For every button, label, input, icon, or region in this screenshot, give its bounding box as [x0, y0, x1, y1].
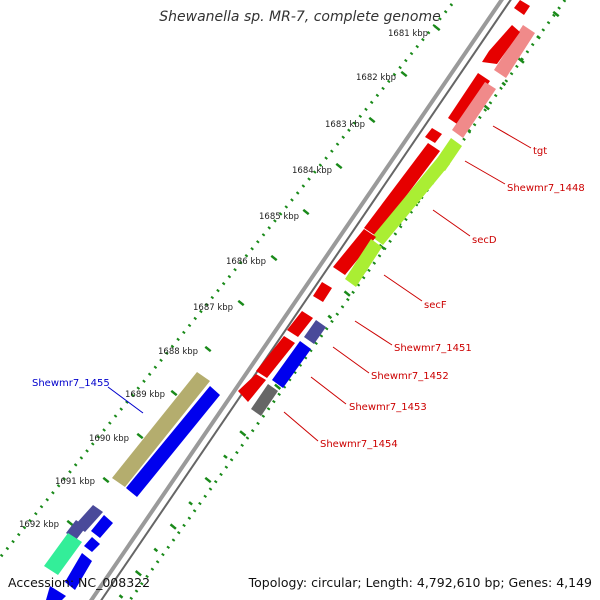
kbp-label: 1687 kbp — [193, 303, 233, 313]
kbp-tick — [368, 116, 376, 124]
gene-block — [65, 553, 92, 590]
gene-arrow — [482, 25, 520, 64]
kbp-label: 1691 kbp — [55, 477, 95, 487]
kbp-tick — [433, 24, 441, 32]
callout-line-1454 — [283, 411, 319, 442]
kbp-label: 1692 kbp — [19, 520, 59, 530]
kbp-tick — [536, 35, 541, 40]
kbp-label: 1688 kbp — [158, 347, 198, 357]
gene-block — [372, 156, 450, 245]
gene-arrow — [256, 336, 295, 378]
gene-arrow — [238, 374, 266, 402]
gene-arrow — [364, 143, 440, 236]
gene-label-shewmr7-1448: Shewmr7_1448 — [507, 183, 585, 194]
callout-lines — [107, 125, 532, 442]
kbp-tick — [517, 57, 525, 64]
callout-line-1451 — [354, 320, 393, 346]
gene-label-shewmr7-1454: Shewmr7_1454 — [320, 439, 398, 450]
gene-block — [452, 82, 496, 138]
callout-line-tgt — [492, 125, 532, 149]
gene-block — [46, 586, 66, 600]
gene-label-shewmr7-1451: Shewmr7_1451 — [394, 343, 472, 354]
kbp-tick — [270, 254, 278, 262]
gene-arrow — [313, 282, 332, 302]
gene-arrow — [84, 537, 100, 552]
gene-features — [44, 0, 535, 600]
gene-label-secd: secD — [472, 235, 497, 246]
gene-arrow — [425, 128, 442, 143]
gene-label-shewmr7-1455: Shewmr7_1455 — [32, 378, 110, 389]
backbone-inner — [100, 0, 512, 600]
kbp-tick — [153, 547, 159, 553]
gene-block — [494, 25, 535, 78]
gene-arrow — [287, 311, 313, 337]
gene-arrow — [91, 515, 113, 538]
kbp-tick — [136, 432, 144, 440]
ruler-inner-dots — [128, 0, 567, 600]
kbp-tick — [501, 81, 507, 87]
kbp-tick — [327, 314, 333, 320]
kbp-label: 1690 kbp — [89, 434, 129, 444]
kbp-tick — [400, 70, 408, 78]
gene-label-tgt: tgt — [533, 146, 547, 157]
gene-labels: tgt Shewmr7_1448 secD secF Shewmr7_1451 … — [32, 146, 585, 450]
kbp-tick — [239, 430, 247, 437]
gene-block — [44, 533, 82, 575]
kbp-label: 1686 kbp — [226, 257, 266, 267]
kbp-labels: 1681 kbp 1682 kbp 1683 kbp 1684 kbp 1685… — [19, 29, 428, 530]
kbp-tick — [188, 501, 193, 506]
gene-block — [345, 239, 382, 287]
kbp-tick — [118, 594, 124, 599]
gene-block — [251, 384, 278, 416]
map-title: Shewanella sp. MR-7, complete genome — [159, 9, 441, 25]
kbp-label: 1684 kbp — [292, 166, 332, 176]
kbp-tick — [204, 345, 212, 353]
callout-line-1453 — [310, 376, 347, 405]
kbp-tick — [343, 290, 351, 297]
gene-arrow — [126, 386, 220, 497]
gene-arrow — [448, 73, 490, 126]
kbp-tick — [302, 208, 310, 216]
callout-line-secf — [383, 274, 423, 302]
gene-arrow — [514, 0, 530, 15]
gene-block — [304, 320, 326, 344]
kbp-tick — [274, 383, 282, 390]
topology-text: Topology: circular; Length: 4,792,610 bp… — [248, 575, 592, 590]
callout-line-1448 — [464, 160, 506, 185]
kbp-label: 1683 kbp — [325, 120, 365, 130]
kbp-tick — [169, 523, 177, 530]
callout-line-1455 — [107, 386, 144, 414]
gene-label-shewmr7-1452: Shewmr7_1452 — [371, 371, 449, 382]
gene-arrow — [333, 229, 376, 275]
kbp-label: 1689 kbp — [125, 390, 165, 400]
gene-block — [112, 372, 210, 487]
callout-line-1452 — [332, 346, 370, 374]
kbp-tick — [223, 454, 228, 459]
kbp-label: 1685 kbp — [259, 212, 299, 222]
kbp-tick — [335, 162, 343, 170]
backbone-outer — [88, 0, 505, 600]
kbp-label: 1681 kbp — [388, 29, 428, 39]
kbp-tick — [204, 476, 212, 484]
kbp-tick — [552, 10, 560, 18]
kbp-tick — [66, 519, 74, 527]
gene-label-shewmr7-1453: Shewmr7_1453 — [349, 402, 427, 413]
callout-line-secd — [432, 209, 471, 237]
kbp-tick — [170, 389, 178, 397]
kbp-tick — [237, 299, 245, 307]
accession-text: Accession: NC_008322 — [8, 575, 151, 590]
kbp-tick — [102, 476, 110, 484]
gene-label-secf: secF — [424, 300, 447, 311]
kbp-label: 1682 kbp — [356, 73, 396, 83]
kbp-tick — [134, 570, 142, 577]
gene-block — [272, 341, 311, 388]
